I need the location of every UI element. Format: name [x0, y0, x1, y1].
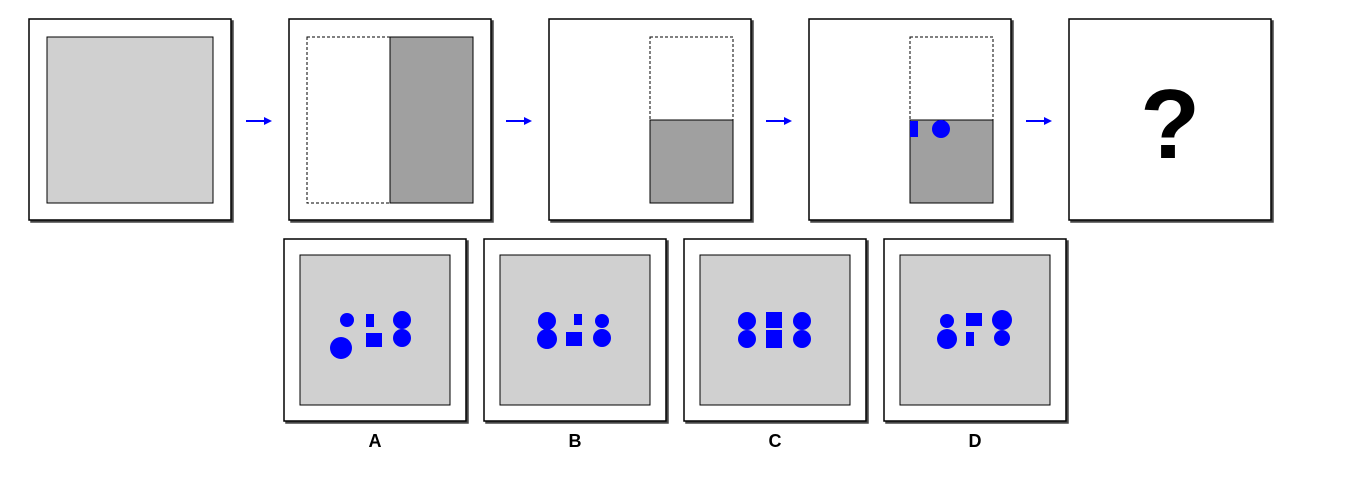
circle-hole [738, 330, 756, 348]
circle-hole [937, 329, 957, 349]
half-square-hole [366, 314, 374, 327]
paper-square [46, 36, 214, 204]
folded-half-right [389, 36, 474, 204]
step-1-panel [28, 18, 232, 221]
circle-hole [738, 312, 756, 330]
step-3-panel [548, 18, 752, 221]
square-hole [766, 312, 782, 328]
option-d-panel[interactable] [883, 238, 1067, 422]
circle-hole [393, 311, 411, 329]
arrow-2 [506, 117, 532, 125]
arrow-4 [1026, 117, 1052, 125]
half-square-hole [910, 121, 918, 137]
circle-hole [393, 329, 411, 347]
square-hole [566, 332, 582, 346]
circle-hole [793, 312, 811, 330]
circle-hole [940, 314, 954, 328]
option-d-label[interactable]: D [968, 431, 982, 451]
circle-hole [595, 314, 609, 328]
circle-hole [994, 330, 1010, 346]
option-c-label[interactable]: C [768, 431, 782, 451]
folded-quarter [909, 119, 994, 204]
circle-hole [340, 313, 354, 327]
option-a-label[interactable]: A [368, 431, 382, 451]
unfolded-paper [899, 254, 1051, 406]
circle-hole [537, 329, 557, 349]
square-hole [966, 313, 982, 326]
option-a-panel[interactable] [283, 238, 467, 422]
option-c-panel[interactable] [683, 238, 867, 422]
arrow-3 [766, 117, 792, 125]
step-4-panel [808, 18, 1012, 221]
circle-hole [992, 310, 1012, 330]
option-b-panel[interactable] [483, 238, 667, 422]
step-2-panel [288, 18, 492, 221]
circle-hole [538, 312, 556, 330]
circle-hole [932, 120, 950, 138]
square-hole [366, 333, 382, 347]
square-hole [766, 330, 782, 348]
circle-hole [793, 330, 811, 348]
circle-hole [330, 337, 352, 359]
folded-quarter [649, 119, 734, 204]
arrow-1 [246, 117, 272, 125]
question-panel: ? [1068, 18, 1272, 221]
unfolded-paper [499, 254, 651, 406]
option-b-label[interactable]: B [568, 431, 582, 451]
panel-frame [1068, 18, 1272, 221]
circle-hole [593, 329, 611, 347]
unfolded-paper [299, 254, 451, 406]
half-square-hole [574, 314, 582, 325]
half-square-hole [966, 332, 974, 346]
question-mark: ? [1140, 69, 1200, 179]
